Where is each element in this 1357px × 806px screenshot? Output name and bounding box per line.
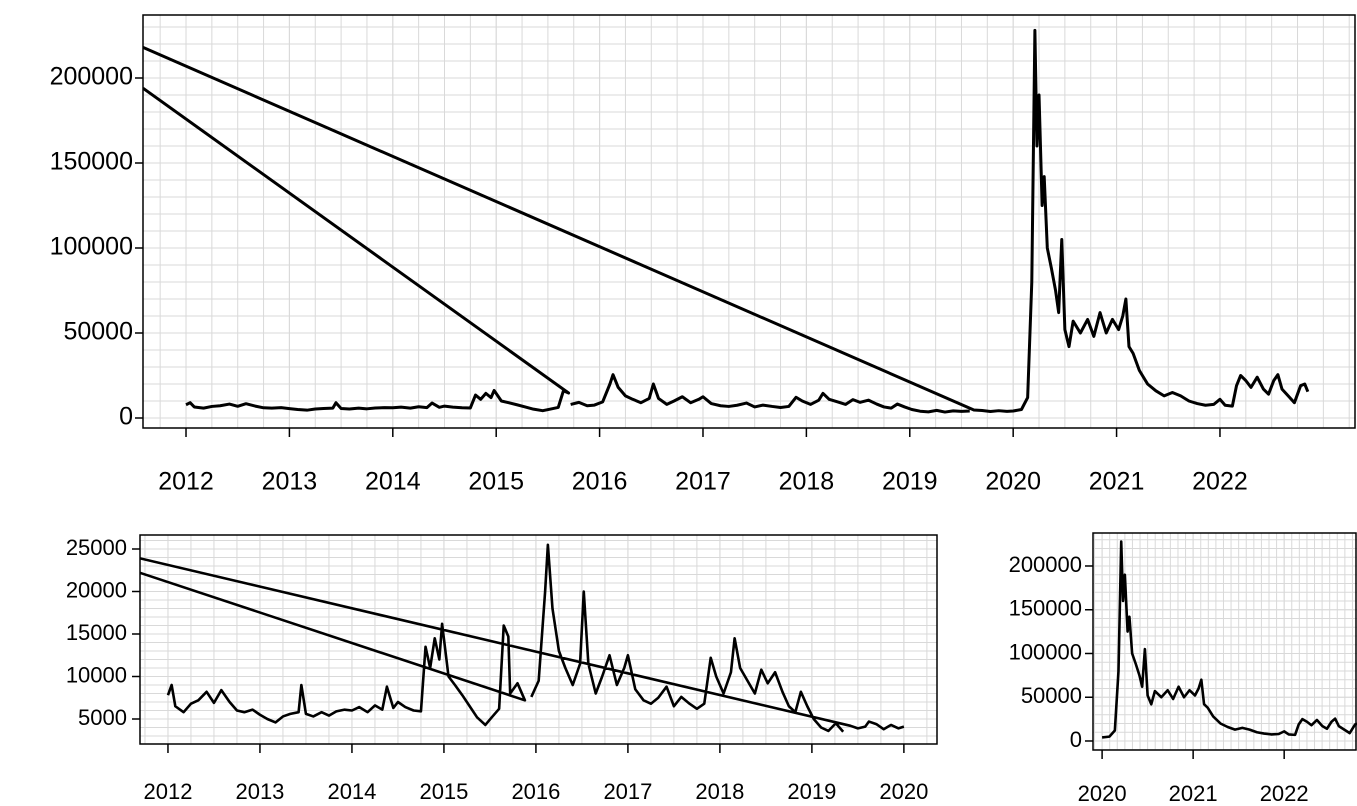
plot-area	[143, 15, 1355, 428]
x-tick-label: 2015	[419, 779, 468, 804]
x-tick-label: 2020	[879, 779, 928, 804]
plot-area	[1093, 533, 1357, 750]
plot-border	[1092, 532, 1357, 751]
y-tick-label: 100000	[1009, 639, 1082, 664]
y-tick-label: 25000	[66, 535, 127, 560]
y-tick-label: 5000	[78, 705, 127, 730]
plot-area	[140, 535, 937, 744]
x-tick-label: 2014	[365, 468, 421, 496]
x-tick-label: 2015	[468, 468, 524, 496]
x-tick-label: 2013	[262, 468, 318, 496]
x-tick-label: 2013	[235, 779, 284, 804]
x-tick-label: 2020	[985, 468, 1041, 496]
y-tick-label: 200000	[50, 63, 133, 91]
y-tick-label: 100000	[50, 233, 133, 261]
plot-border	[142, 14, 1356, 429]
x-tick-label: 2022	[1192, 468, 1248, 496]
x-tick-label: 2021	[1169, 781, 1218, 806]
y-tick-label: 50000	[1021, 683, 1082, 708]
y-tick-label: 10000	[66, 662, 127, 687]
y-tick-label: 50000	[63, 318, 133, 346]
x-tick-label: 2018	[779, 468, 835, 496]
data-line	[143, 28, 1310, 414]
data-line	[140, 543, 905, 733]
y-tick-label: 0	[1070, 727, 1082, 752]
x-tick-label: 2012	[158, 468, 214, 496]
data-line	[1101, 540, 1357, 739]
panel: 0 50000 100000 150000 200000 2012 2013 2014 2015…	[50, 14, 1356, 496]
y-tick-label: 15000	[66, 620, 127, 645]
y-tick-label: 150000	[50, 148, 133, 176]
x-tick-label: 2021	[1089, 468, 1145, 496]
y-tick-label: 20000	[66, 577, 127, 602]
x-tick-label: 2012	[143, 779, 192, 804]
y-tick-label: 0	[119, 403, 133, 431]
x-tick-label: 2017	[603, 779, 652, 804]
x-tick-label: 2019	[882, 468, 938, 496]
plot-border	[139, 534, 938, 745]
x-tick-label: 2014	[327, 779, 376, 804]
y-tick-label: 150000	[1009, 596, 1082, 621]
panel: 0 50000 100000 150000 200000 2020 2021 2022	[1009, 532, 1357, 806]
y-tick-label: 200000	[1009, 552, 1082, 577]
x-tick-label: 2016	[511, 779, 560, 804]
x-tick-label: 2017	[675, 468, 731, 496]
panel: 5000 10000 15000 20000 25000 2012 2013 2014 2015…	[66, 534, 938, 804]
x-tick-label: 2018	[695, 779, 744, 804]
x-tick-label: 2020	[1078, 781, 1127, 806]
x-tick-label: 2022	[1260, 781, 1309, 806]
x-tick-label: 2016	[572, 468, 628, 496]
x-tick-label: 2019	[787, 779, 836, 804]
